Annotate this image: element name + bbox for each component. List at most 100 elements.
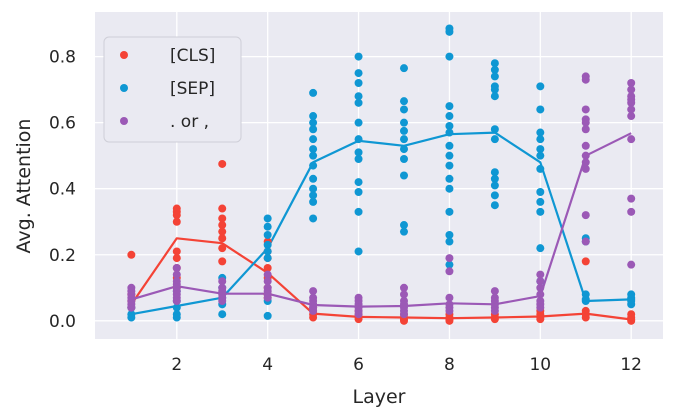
- data-point: [309, 161, 318, 170]
- data-point: [354, 148, 363, 157]
- data-point: [263, 222, 272, 231]
- data-point: [445, 102, 454, 111]
- data-point: [172, 211, 181, 220]
- y-tick-label: 0.0: [49, 312, 76, 332]
- data-point: [263, 263, 272, 272]
- legend-label: [SEP]: [170, 79, 215, 99]
- data-point: [581, 164, 590, 173]
- data-point: [309, 151, 318, 160]
- data-point: [445, 128, 454, 137]
- data-point: [581, 105, 590, 114]
- x-tick-label: 2: [171, 355, 182, 375]
- data-point: [536, 303, 545, 312]
- data-point: [627, 112, 636, 121]
- data-point: [399, 118, 408, 127]
- data-point: [490, 125, 499, 134]
- data-point: [263, 270, 272, 279]
- data-point: [399, 283, 408, 292]
- data-point: [172, 254, 181, 263]
- data-point: [399, 316, 408, 325]
- data-point: [490, 181, 499, 190]
- data-point: [490, 72, 499, 81]
- data-point: [263, 230, 272, 239]
- series-2-line: [131, 132, 632, 308]
- data-point: [581, 257, 590, 266]
- data-point: [309, 287, 318, 296]
- data-point: [627, 300, 636, 309]
- data-point: [263, 254, 272, 263]
- data-point: [263, 311, 272, 320]
- data-point: [172, 297, 181, 306]
- data-point: [354, 118, 363, 127]
- data-point: [354, 207, 363, 216]
- data-point: [536, 283, 545, 292]
- data-point: [172, 270, 181, 279]
- data-point: [581, 237, 590, 246]
- data-point: [445, 260, 454, 269]
- data-point: [399, 105, 408, 114]
- data-point: [536, 164, 545, 173]
- y-axis-label: Avg. Attention: [13, 119, 35, 254]
- data-point: [536, 207, 545, 216]
- data-point: [309, 313, 318, 322]
- data-point: [354, 52, 363, 61]
- data-point: [445, 316, 454, 325]
- data-point: [445, 121, 454, 130]
- data-point: [354, 247, 363, 256]
- data-point: [581, 151, 590, 160]
- data-point: [536, 315, 545, 324]
- data-point: [536, 277, 545, 286]
- legend: [CLS] [SEP] . or ,: [103, 36, 242, 143]
- data-point: [490, 174, 499, 183]
- data-point: [399, 126, 408, 135]
- data-point: [309, 174, 318, 183]
- data-point: [218, 244, 227, 253]
- y-tick-label: 0.8: [49, 48, 76, 68]
- data-point: [218, 204, 227, 213]
- y-tick-label: 0.2: [49, 246, 76, 266]
- data-point: [490, 65, 499, 74]
- data-point: [399, 64, 408, 73]
- data-point: [263, 293, 272, 302]
- data-point: [172, 247, 181, 256]
- y-tick-label: 0.6: [49, 114, 76, 134]
- data-point: [445, 267, 454, 276]
- data-point: [445, 207, 454, 216]
- data-point: [627, 207, 636, 216]
- grid: [95, 12, 663, 339]
- data-point: [627, 85, 636, 94]
- data-point: [399, 221, 408, 230]
- data-point: [263, 247, 272, 256]
- legend-marker: [120, 51, 128, 59]
- data-point: [309, 184, 318, 193]
- data-point: [445, 151, 454, 160]
- legend-label: [CLS]: [170, 46, 215, 66]
- data-point: [218, 310, 227, 319]
- legend-box: [103, 36, 242, 143]
- x-tick-label: 10: [529, 355, 551, 375]
- data-point: [445, 174, 454, 183]
- data-point: [309, 112, 318, 121]
- data-point: [172, 303, 181, 312]
- data-point: [399, 171, 408, 180]
- x-tick-label: 6: [353, 355, 364, 375]
- data-point: [218, 277, 227, 286]
- data-point: [445, 112, 454, 121]
- data-point: [354, 135, 363, 144]
- series-1-line: [131, 131, 632, 316]
- data-point: [309, 306, 318, 315]
- legend-label: . or ,: [170, 112, 209, 132]
- data-point: [445, 161, 454, 170]
- data-point: [490, 92, 499, 101]
- data-point: [309, 197, 318, 206]
- data-point: [218, 297, 227, 306]
- data-point: [490, 191, 499, 200]
- data-point: [354, 154, 363, 163]
- data-point: [490, 59, 499, 68]
- data-point: [399, 227, 408, 236]
- series-lines: [130, 131, 632, 321]
- data-point: [581, 75, 590, 84]
- data-point: [581, 158, 590, 167]
- data-point: [172, 263, 181, 272]
